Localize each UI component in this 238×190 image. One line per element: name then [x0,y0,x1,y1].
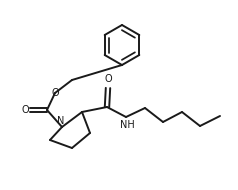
Text: N: N [57,116,65,126]
Text: O: O [21,105,29,115]
Text: O: O [51,88,59,98]
Text: O: O [104,74,112,84]
Text: NH: NH [120,120,134,130]
